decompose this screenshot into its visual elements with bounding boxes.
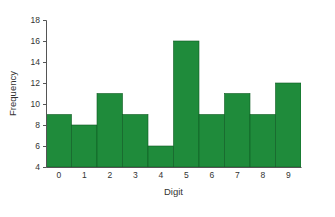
- tick-label: 9: [286, 170, 291, 180]
- tick: 6: [209, 170, 214, 180]
- tick-mark: [43, 104, 46, 105]
- x-axis-title: Digit: [164, 186, 183, 197]
- bar: [97, 94, 123, 168]
- tick: 3: [133, 170, 138, 180]
- tick-label: 6: [35, 141, 40, 151]
- tick: 14: [31, 57, 46, 67]
- tick-label: 12: [31, 78, 41, 88]
- tick: 5: [184, 170, 189, 180]
- x-axis: 0 1 2 3 4 5 6 7 8 9: [47, 168, 302, 181]
- tick-mark: [43, 146, 46, 147]
- bar: [174, 41, 200, 167]
- tick: 9: [286, 170, 291, 180]
- tick: 4: [35, 162, 46, 172]
- tick: 10: [31, 99, 46, 109]
- bar: [225, 94, 251, 168]
- tick-label: 8: [260, 170, 265, 180]
- bar: [148, 146, 174, 167]
- tick-mark: [43, 41, 46, 42]
- bars: [46, 41, 301, 167]
- bar: [46, 115, 72, 168]
- tick-label: 8: [35, 120, 40, 130]
- plot: 46810121416180123456789: [31, 15, 302, 180]
- tick: 4: [158, 170, 163, 180]
- tick-label: 1: [82, 170, 87, 180]
- axis-line: [43, 21, 47, 168]
- tick-label: 4: [35, 162, 40, 172]
- bar: [250, 115, 276, 168]
- tick-mark: [43, 125, 46, 126]
- tick-label: 5: [184, 170, 189, 180]
- tick-label: 6: [209, 170, 214, 180]
- tick: 6: [35, 141, 46, 151]
- y-axis-title: Frequency: [7, 71, 18, 116]
- tick-label: 4: [158, 170, 163, 180]
- tick: 18: [31, 15, 46, 25]
- tick: 7: [235, 170, 240, 180]
- tick-label: 18: [31, 15, 41, 25]
- tick-label: 7: [235, 170, 240, 180]
- tick-label: 10: [31, 99, 41, 109]
- tick-mark: [43, 167, 46, 168]
- tick-label: 0: [56, 170, 61, 180]
- axis-line: [47, 167, 302, 168]
- y-axis: 4 6 8 10 12 14 16 18: [31, 15, 47, 172]
- tick-mark: [43, 20, 46, 21]
- tick-label: 16: [31, 36, 41, 46]
- tick: 2: [107, 170, 112, 180]
- tick: 8: [260, 170, 265, 180]
- tick: 12: [31, 78, 46, 88]
- tick-label: 14: [31, 57, 41, 67]
- tick: 16: [31, 36, 46, 46]
- chart: 46810121416180123456789DigitFrequency: [0, 0, 335, 217]
- tick-label: 3: [133, 170, 138, 180]
- bar: [72, 125, 98, 167]
- tick: 8: [35, 120, 46, 130]
- bar: [276, 83, 302, 167]
- bar: [123, 115, 149, 168]
- tick-mark: [43, 83, 46, 84]
- tick-mark: [43, 62, 46, 63]
- tick: 0: [56, 170, 61, 180]
- tick: 1: [82, 170, 87, 180]
- bar: [199, 115, 225, 168]
- tick-label: 2: [107, 170, 112, 180]
